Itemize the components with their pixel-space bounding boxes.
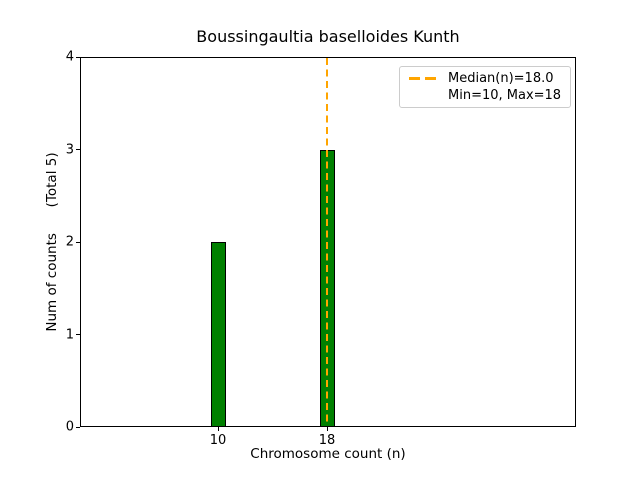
x-axis-label: Chromosome count (n) xyxy=(250,446,406,462)
y-tick-label-0: 0 xyxy=(65,419,74,435)
x-tick-label-10: 10 xyxy=(209,433,227,448)
legend-median-label: Median(n)=18.0 xyxy=(448,71,554,86)
legend-minmax-label: Min=10, Max=18 xyxy=(448,88,562,103)
y-tick-mark-3 xyxy=(76,149,80,150)
y-tick-label-2: 2 xyxy=(65,234,74,250)
x-tick-mark-10 xyxy=(217,427,219,431)
x-tick-label-18: 18 xyxy=(318,433,336,448)
y-tick-label-1: 1 xyxy=(65,327,74,342)
legend: Median(n)=18.0 Min=10, Max=18 xyxy=(399,66,571,108)
legend-empty-swatch xyxy=(409,94,436,97)
median-line xyxy=(325,58,329,426)
median-dashed-line-swatch xyxy=(409,77,436,80)
y-tick-mark-0 xyxy=(76,426,80,428)
chart-title: Boussingaultia baselloides Kunth xyxy=(196,27,460,46)
legend-entry-median: Median(n)=18.0 xyxy=(409,70,562,87)
y-tick-mark-1 xyxy=(76,334,80,335)
y-tick-mark-4 xyxy=(76,56,80,58)
x-tick-mark-18 xyxy=(326,427,328,431)
bar-n10 xyxy=(210,242,226,427)
y-tick-label-3: 3 xyxy=(65,142,74,157)
legend-entry-minmax: Min=10, Max=18 xyxy=(409,87,562,104)
y-tick-label-4: 4 xyxy=(65,49,74,65)
y-tick-mark-2 xyxy=(76,241,80,243)
